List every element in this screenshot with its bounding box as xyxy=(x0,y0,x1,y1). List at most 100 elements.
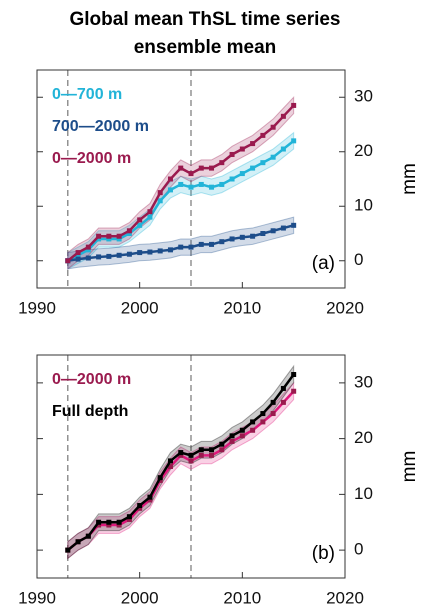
data-point xyxy=(96,519,102,525)
data-point xyxy=(137,505,143,511)
data-point xyxy=(126,251,132,257)
data-point xyxy=(250,419,256,425)
data-point xyxy=(178,165,184,171)
panel-label: (a) xyxy=(312,253,335,274)
x-tick-label: 2000 xyxy=(121,298,159,317)
plot-frame xyxy=(36,69,346,289)
data-point xyxy=(260,411,266,417)
data-point xyxy=(239,427,245,433)
data-point xyxy=(75,539,81,545)
data-point xyxy=(229,236,235,242)
data-point xyxy=(126,228,132,234)
data-point xyxy=(291,388,297,394)
data-point xyxy=(167,247,173,253)
data-point xyxy=(116,236,122,242)
data-point xyxy=(147,209,153,215)
data-point xyxy=(250,165,256,171)
uncertainty-band xyxy=(67,364,295,560)
data-point xyxy=(229,151,235,157)
data-point xyxy=(291,138,297,144)
data-point xyxy=(198,447,204,453)
data-point xyxy=(137,250,143,256)
chart-subtitle: ensemble mean xyxy=(134,37,277,58)
data-point xyxy=(106,522,112,528)
uncertainty-band xyxy=(67,381,295,560)
data-point xyxy=(85,247,91,253)
data-point xyxy=(106,253,112,259)
data-point xyxy=(75,250,81,256)
data-point xyxy=(116,519,122,525)
x-tick-label: 2020 xyxy=(326,298,364,317)
data-point xyxy=(260,231,266,236)
y-tick-label: 0 xyxy=(354,250,363,269)
data-point xyxy=(167,458,173,464)
chart-title: Global mean ThSL time series xyxy=(69,9,340,30)
data-point xyxy=(219,447,225,453)
data-point xyxy=(116,522,122,528)
data-point xyxy=(209,447,215,453)
data-point xyxy=(260,132,266,138)
y-tick-label: 10 xyxy=(354,196,373,215)
data-point xyxy=(126,514,132,520)
data-point xyxy=(270,399,276,405)
panel-label: (b) xyxy=(312,543,335,564)
data-point xyxy=(291,102,297,108)
data-point xyxy=(280,113,286,119)
data-point xyxy=(270,124,276,130)
legend-entry: Full depth xyxy=(52,403,128,420)
data-point xyxy=(291,222,297,228)
data-point xyxy=(209,165,215,171)
data-point xyxy=(239,234,245,240)
y-tick-label: 30 xyxy=(354,87,373,106)
data-point xyxy=(157,248,163,254)
data-point xyxy=(260,419,266,425)
x-tick-label: 2000 xyxy=(121,588,159,607)
data-point xyxy=(209,452,215,458)
x-tick-label: 1990 xyxy=(18,588,56,607)
data-point xyxy=(209,184,215,190)
data-point xyxy=(198,165,204,171)
y-tick-label: 30 xyxy=(354,372,373,391)
data-point xyxy=(188,452,194,458)
x-tick-label: 2010 xyxy=(223,588,261,607)
data-point xyxy=(280,385,286,391)
legend-entry: 0—2000 m xyxy=(52,150,131,167)
data-point xyxy=(229,433,235,439)
data-point xyxy=(178,452,184,458)
data-point xyxy=(219,160,225,166)
data-point xyxy=(157,190,163,196)
x-tick-label: 2020 xyxy=(326,588,364,607)
data-point xyxy=(250,427,256,433)
data-point xyxy=(85,255,91,261)
data-point xyxy=(96,236,102,242)
data-point xyxy=(260,160,266,166)
data-point xyxy=(178,450,184,456)
data-point xyxy=(75,256,81,262)
data-point xyxy=(229,438,235,444)
y-tick-label: 20 xyxy=(354,141,373,160)
data-point xyxy=(280,399,286,405)
data-point xyxy=(157,198,163,204)
data-point xyxy=(85,244,91,250)
data-point xyxy=(116,252,122,258)
data-point xyxy=(219,181,225,187)
data-point xyxy=(280,146,286,152)
data-point xyxy=(291,372,297,378)
data-point xyxy=(239,171,245,177)
data-point xyxy=(250,141,256,147)
data-point xyxy=(198,181,204,187)
data-point xyxy=(75,252,81,258)
plot-frame xyxy=(36,354,346,579)
x-tick-label: 1990 xyxy=(18,298,56,317)
data-point xyxy=(198,241,204,247)
y-axis-label: mm xyxy=(399,163,420,195)
data-point xyxy=(106,519,112,525)
data-point xyxy=(137,217,143,223)
y-axis-label: mm xyxy=(399,451,420,483)
data-point xyxy=(147,249,153,255)
data-point xyxy=(239,433,245,439)
data-point xyxy=(157,477,163,483)
data-point xyxy=(96,254,102,260)
legend-entry: 0—700 m xyxy=(52,86,122,103)
